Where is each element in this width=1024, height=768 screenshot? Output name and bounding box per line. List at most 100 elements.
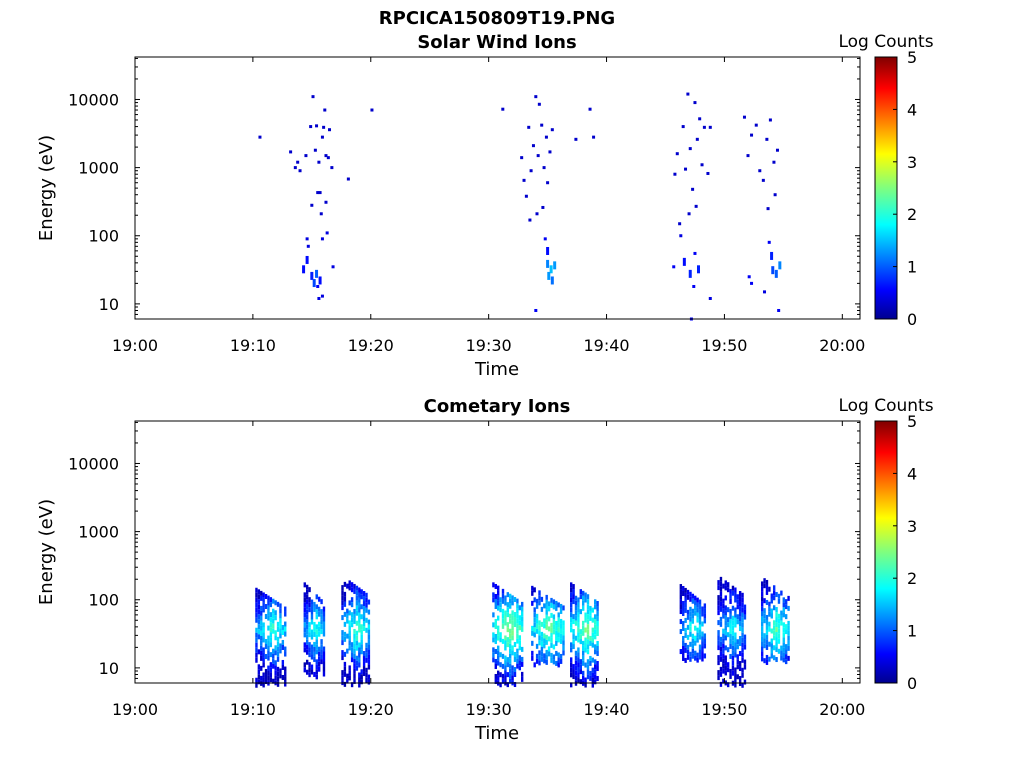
heatmap-cell <box>305 624 309 630</box>
heatmap-cell <box>308 587 311 593</box>
heatmap-cell <box>559 623 563 629</box>
heatmap-cell <box>729 638 732 644</box>
heatmap-cell <box>734 677 737 683</box>
colorbar-tick-label: 0 <box>907 310 917 329</box>
heatmap-cell <box>355 645 359 651</box>
heatmap-cell <box>543 643 546 649</box>
heatmap-cell <box>272 648 275 654</box>
heatmap-cell <box>570 607 573 613</box>
heatmap-cell <box>768 641 771 647</box>
heatmap-cell <box>367 644 371 650</box>
heatmap-cell <box>572 634 575 640</box>
heatmap-cell <box>341 655 344 661</box>
heatmap-cell <box>591 667 594 673</box>
heatmap-cell <box>784 629 788 635</box>
heatmap-cell <box>736 674 739 680</box>
heatmap-cell <box>770 593 773 599</box>
heatmap-cell <box>303 617 306 623</box>
heatmap-cell <box>701 646 704 652</box>
heatmap-cell <box>355 665 359 671</box>
heatmap-cell <box>365 657 368 663</box>
heatmap-cell <box>770 628 773 634</box>
heatmap-cell <box>594 599 597 605</box>
heatmap-cell <box>343 681 347 687</box>
heatmap-cell <box>582 650 585 656</box>
heatmap-cell <box>315 614 318 620</box>
heatmap-cell <box>508 658 512 664</box>
heatmap-cell <box>310 609 314 615</box>
heatmap-cell <box>693 101 697 105</box>
heatmap-cell <box>513 642 517 648</box>
heatmap-cell <box>579 594 582 600</box>
heatmap-cell <box>305 634 309 640</box>
heatmap-cell <box>535 212 539 216</box>
heatmap-cell <box>260 630 263 636</box>
heatmap-cell <box>320 614 323 620</box>
heatmap-cell <box>768 626 771 632</box>
colorbar-gradient <box>874 420 898 684</box>
heatmap-cell <box>591 657 594 663</box>
heatmap-cell <box>279 668 282 674</box>
heatmap-cell <box>538 625 541 631</box>
heatmap-cell <box>535 613 539 619</box>
heatmap-cell <box>315 669 318 675</box>
heatmap-cell <box>777 613 781 619</box>
heatmap-cell <box>262 662 265 668</box>
heatmap-cell <box>574 650 578 656</box>
heatmap-cell <box>559 618 563 624</box>
heatmap-cell <box>274 675 277 681</box>
heatmap-cell <box>310 664 314 670</box>
heatmap-cell <box>582 600 585 606</box>
heatmap-cell <box>255 677 258 683</box>
heatmap-cell <box>343 666 347 672</box>
heatmap-cell <box>679 584 683 590</box>
heatmap-cell <box>782 607 785 613</box>
heatmap-cell <box>279 618 282 624</box>
heatmap-cell <box>543 618 546 624</box>
heatmap-cell <box>501 593 505 599</box>
heatmap-cell <box>736 599 739 605</box>
heatmap-cell <box>586 634 590 640</box>
heatmap-cell <box>508 638 512 644</box>
heatmap-cell <box>518 655 521 661</box>
heatmap-cell <box>572 589 575 595</box>
heatmap-cell <box>782 652 785 658</box>
heatmap-cell <box>741 607 744 613</box>
heatmap-cell <box>315 664 318 670</box>
heatmap-cell <box>589 635 592 641</box>
heatmap-cell <box>531 600 534 606</box>
heatmap-cell <box>362 666 366 672</box>
heatmap-cell <box>348 610 351 616</box>
heatmap-cell <box>358 677 361 683</box>
heatmap-cell <box>682 257 686 266</box>
heatmap-cell <box>257 614 261 620</box>
heatmap-cell <box>355 605 359 611</box>
heatmap-cell <box>589 615 592 621</box>
heatmap-cell <box>722 663 725 669</box>
heatmap-cell <box>584 662 587 668</box>
heatmap-cell <box>682 610 685 616</box>
heatmap-cell <box>555 630 558 636</box>
heatmap-cell <box>758 169 762 173</box>
heatmap-cell <box>547 616 551 622</box>
heatmap-cell <box>284 611 287 617</box>
heatmap-cell <box>574 620 578 626</box>
heatmap-cell <box>538 660 541 666</box>
heatmap-cells <box>258 92 782 321</box>
heatmap-cell <box>694 650 697 656</box>
heatmap-cell <box>703 618 707 624</box>
heatmap-cell <box>362 671 366 677</box>
heatmap-cell <box>520 626 524 632</box>
heatmap-cell <box>703 638 707 644</box>
heatmap-cell <box>494 598 497 604</box>
heatmap-cell <box>687 212 691 216</box>
heatmap-cell <box>355 600 359 606</box>
heatmap-cell <box>255 682 258 688</box>
heatmap-cell <box>520 671 524 677</box>
heatmap-cell <box>782 642 785 648</box>
heatmap-cell <box>574 675 578 681</box>
heatmap-cell <box>520 676 524 682</box>
heatmap-cell <box>594 664 597 670</box>
heatmap-cell <box>272 598 275 604</box>
heatmap-cell <box>540 596 544 602</box>
